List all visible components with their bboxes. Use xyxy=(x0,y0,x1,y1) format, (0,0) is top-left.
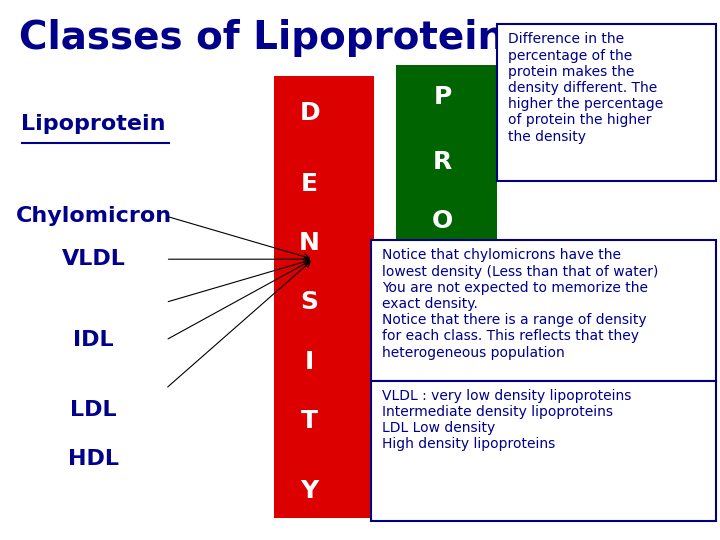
FancyBboxPatch shape xyxy=(396,270,497,297)
Text: D: D xyxy=(300,102,320,125)
Text: T: T xyxy=(301,409,318,433)
FancyBboxPatch shape xyxy=(497,24,716,181)
Text: Lipoprotein: Lipoprotein xyxy=(22,114,166,134)
Text: P: P xyxy=(433,85,452,109)
Text: O: O xyxy=(432,210,454,233)
Text: Difference in the
percentage of the
protein makes the
density different. The
hig: Difference in the percentage of the prot… xyxy=(508,32,663,144)
FancyBboxPatch shape xyxy=(274,76,374,518)
Text: N: N xyxy=(300,231,320,255)
Text: Notice that chylomicrons have the
lowest density (Less than that of water)
You a: Notice that chylomicrons have the lowest… xyxy=(382,248,658,360)
Text: S: S xyxy=(301,291,319,314)
Text: LDL: LDL xyxy=(71,400,117,421)
Text: IDL: IDL xyxy=(73,330,114,350)
Text: I: I xyxy=(305,350,314,374)
Text: Chylomicron: Chylomicron xyxy=(16,206,171,226)
Text: R: R xyxy=(433,150,452,174)
Text: VLDL: VLDL xyxy=(62,249,125,269)
Text: E: E xyxy=(301,172,318,195)
Text: HDL: HDL xyxy=(68,449,119,469)
FancyBboxPatch shape xyxy=(371,381,716,521)
Text: Y: Y xyxy=(300,480,319,503)
Text: Classes of Lipoproteins: Classes of Lipoproteins xyxy=(19,19,528,57)
FancyBboxPatch shape xyxy=(371,240,716,381)
Text: VLDL : very low density lipoproteins
Intermediate density lipoproteins
LDL Low d: VLDL : very low density lipoproteins Int… xyxy=(382,389,631,451)
FancyBboxPatch shape xyxy=(396,65,497,270)
